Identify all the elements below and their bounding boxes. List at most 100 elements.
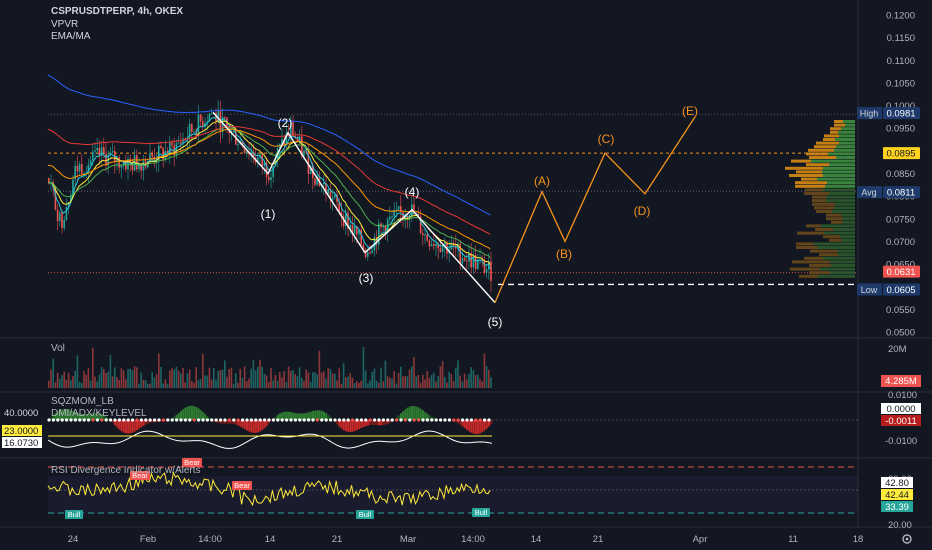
squeeze-histogram-bar — [285, 411, 288, 420]
volume-bar — [65, 379, 68, 388]
vpvr-bar-down — [795, 184, 825, 188]
squeeze-dot — [271, 418, 275, 422]
price-tick-label: 0.0500 — [886, 328, 915, 339]
candle-body — [483, 259, 486, 273]
indicator-legend-vpvr[interactable]: VPVR — [51, 19, 78, 31]
candle-body — [197, 114, 200, 136]
volume-bar — [307, 372, 310, 388]
squeeze-histogram-bar — [76, 412, 79, 420]
volume-bar — [125, 379, 127, 388]
candle-body — [360, 229, 362, 245]
volume-bar — [441, 361, 444, 388]
vpvr-bar-up — [833, 228, 855, 231]
volume-bar — [353, 382, 356, 388]
dmi-legend[interactable]: DMI/ADX/KEYLEVEL — [51, 408, 147, 420]
squeeze-dot — [51, 418, 56, 422]
volume-bar — [213, 368, 215, 388]
squeeze-histogram-bar — [151, 420, 154, 423]
squeeze-dot — [483, 418, 487, 422]
candle-body — [105, 153, 107, 166]
volume-bar — [276, 380, 279, 388]
candle-body — [208, 113, 211, 122]
candle-body — [164, 150, 167, 160]
volume-bar — [437, 375, 439, 388]
symbol-legend[interactable]: CSPRUSDTPERP, 4h, OKEX — [51, 6, 183, 18]
squeeze-dot — [373, 418, 377, 422]
volume-bar — [83, 370, 85, 388]
volume-bar — [349, 373, 351, 388]
candle-body — [162, 148, 164, 160]
vpvr-bar-up — [820, 267, 855, 271]
candle-body — [202, 121, 204, 128]
candle-body — [439, 248, 442, 253]
volume-bar — [292, 370, 294, 388]
squeeze-histogram-bar — [340, 420, 343, 429]
squeeze-legend[interactable]: SQZMOM_LB — [51, 396, 114, 408]
indicator-legend-ema[interactable]: EMA/MA — [51, 31, 90, 43]
vpvr-bar-down — [792, 260, 830, 264]
vpvr-bar-up — [840, 235, 855, 239]
squeeze-dot — [285, 418, 289, 422]
candle-body — [386, 219, 389, 233]
squeeze-dot — [289, 418, 293, 422]
volume-bar — [320, 372, 323, 388]
volume-bar — [210, 379, 213, 388]
volume-bar — [204, 375, 206, 388]
squeeze-histogram-bar — [318, 410, 321, 420]
candle-body — [369, 252, 371, 254]
volume-legend[interactable]: Vol — [51, 343, 65, 355]
settings-gear-icon[interactable] — [902, 534, 912, 544]
price-tick-label: 0.1150 — [887, 33, 915, 44]
squeeze-histogram-bar — [116, 420, 119, 428]
vpvr-bar-down — [789, 174, 823, 177]
vpvr-bar-up — [818, 274, 855, 278]
corrective-wave-line — [494, 116, 696, 303]
squeeze-dot — [381, 418, 385, 422]
squeeze-histogram-bar — [235, 420, 237, 425]
squeeze-histogram-bar — [373, 420, 376, 425]
squeeze-histogram-bar — [243, 420, 246, 430]
volume-bar — [334, 373, 336, 388]
squeeze-histogram-bar — [182, 409, 185, 420]
volume-bar — [433, 372, 435, 388]
squeeze-histogram-bar — [67, 409, 70, 420]
squeeze-histogram-bar — [360, 420, 363, 429]
squeeze-histogram-bar — [254, 420, 257, 433]
squeeze-histogram-bar — [219, 420, 222, 424]
volume-bar — [296, 375, 299, 388]
volume-bar — [380, 367, 382, 388]
volume-bar — [395, 383, 398, 388]
volume-bar — [184, 382, 186, 388]
volume-bar — [477, 374, 479, 388]
squeeze-histogram-bar — [470, 420, 473, 433]
squeeze-histogram-bar — [217, 420, 220, 423]
volume-bar — [470, 367, 472, 388]
candle-body — [466, 260, 468, 262]
vpvr-bar-up — [836, 156, 855, 159]
volume-bar — [100, 367, 103, 388]
badge-label-bg — [857, 107, 882, 120]
rsi-legend[interactable]: RSI Divergence Indicator w/Alerts — [51, 465, 201, 477]
vpvr-bar-up — [823, 174, 855, 177]
volume-bar — [226, 376, 228, 388]
volume-bar — [246, 381, 248, 388]
candle-body — [325, 182, 327, 195]
squeeze-histogram-bar — [188, 405, 191, 420]
vpvr-bar-up — [839, 141, 855, 145]
bull-signal-label: Bull — [68, 510, 81, 519]
squeeze-histogram-bar — [252, 420, 255, 433]
volume-bar — [356, 381, 358, 388]
vpvr-bar-up — [830, 260, 855, 264]
squeeze-histogram-bar — [129, 420, 132, 434]
keylevel-badge-bg — [2, 425, 42, 436]
volume-bar — [281, 377, 283, 388]
volume-bar — [455, 367, 457, 388]
candle-body — [265, 162, 268, 178]
volume-bar — [468, 373, 470, 388]
squeeze-histogram-bar — [180, 410, 182, 420]
symbol-title: CSPRUSDTPERP, 4h, OKEX — [51, 6, 184, 17]
candle-body — [349, 224, 351, 229]
candle-body — [371, 250, 373, 253]
squeeze-dot — [188, 418, 192, 422]
